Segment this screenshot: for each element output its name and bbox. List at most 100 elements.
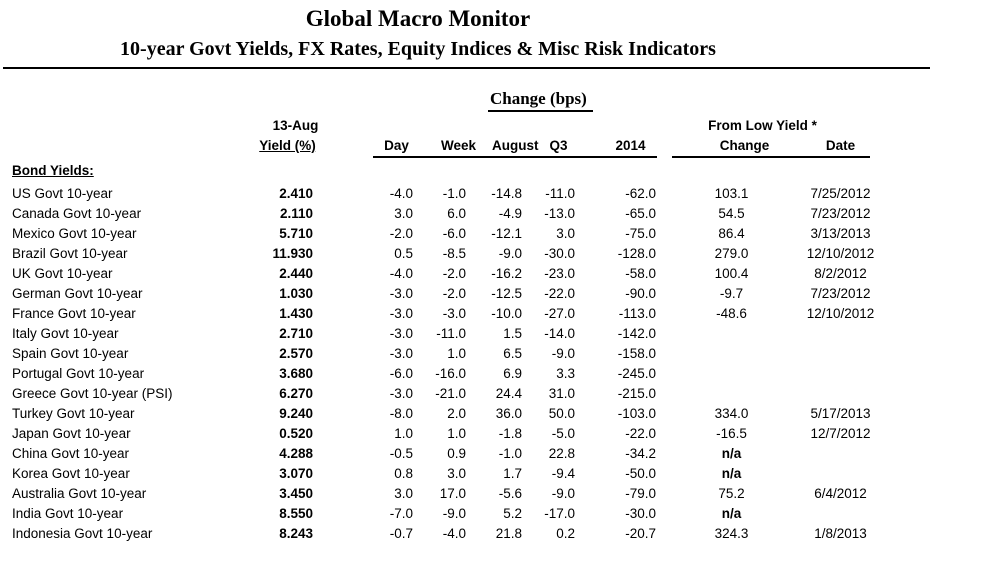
cell-week: -16.0 [435,365,466,381]
cell-gap [325,463,370,483]
cell-day: -6.0 [389,365,413,381]
table-row: Turkey Govt 10-year 9.240 -8.0 2.0 36.0 50.0 -… [0,403,890,423]
cell-gap [660,383,672,403]
table-row: Korea Govt 10-year 3.070 0.8 3.0 1.7 -9.4 -50.… [0,463,890,483]
cell-week: 6.0 [447,205,466,221]
cell-day: -3.0 [389,345,413,361]
cell-low-change: 75.2 [718,485,745,501]
cell-2014: -142.0 [617,325,656,341]
cell-q3: -17.0 [544,505,575,521]
cell-q3: -13.0 [544,205,575,221]
cell-name: Italy Govt 10-year [12,325,119,341]
cell-august: 1.5 [503,325,522,341]
title-divider [3,67,930,69]
cell-week: -6.0 [442,225,466,241]
cell-yield: 2.110 [279,205,313,221]
cell-name: US Govt 10-year [12,185,113,201]
cell-august: 21.8 [495,525,522,541]
cell-low-date: 12/10/2012 [806,245,875,261]
cell-gap [325,423,370,443]
cell-low-date: 6/4/2012 [814,485,867,501]
cell-yield: 3.450 [279,485,313,501]
cell-low-change: 100.4 [714,265,749,281]
cell-q3: -30.0 [544,245,575,261]
change-bps-heading: Change (bps) [488,89,593,112]
cell-2014: -58.0 [625,265,656,281]
cell-gap [660,263,672,283]
cell-low-date: 5/17/2013 [810,405,871,421]
cell-gap [325,483,370,503]
table-row: Indonesia Govt 10-year 8.243 -0.7 -4.0 21.8 0… [0,523,890,543]
cell-name: Brazil Govt 10-year [12,245,128,261]
cell-gap [325,183,370,203]
cell-low-date [791,463,890,483]
section-row: Bond Yields: [0,157,890,183]
cell-gap [325,223,370,243]
table-row: Portugal Govt 10-year 3.680 -6.0 -16.0 6.9 3.… [0,363,890,383]
cell-august: -12.5 [491,285,522,301]
cell-gap [325,343,370,363]
cell-2014: -30.0 [625,505,656,521]
cell-yield: 2.570 [279,345,313,361]
cell-gap [660,443,672,463]
report-title: Global Macro Monitor [305,6,531,31]
cell-gap [325,323,370,343]
cell-gap [325,403,370,423]
cell-week: -3.0 [442,305,466,321]
cell-2014: -65.0 [625,205,656,221]
cell-2014: -90.0 [625,285,656,301]
cell-q3: -5.0 [551,425,575,441]
cell-low-date: 7/25/2012 [810,185,871,201]
cell-day: -4.0 [389,185,413,201]
cell-2014: -79.0 [625,485,656,501]
cell-gap [660,223,672,243]
cell-low-change: -16.5 [716,425,747,441]
cell-week: 17.0 [439,485,466,501]
cell-august: 6.9 [503,365,522,381]
cell-week: -11.0 [436,325,466,341]
cell-august: -14.8 [491,185,522,201]
cell-low-change: n/a [721,465,742,481]
cell-low-date: 7/23/2012 [810,285,871,301]
cell-day: -7.0 [389,505,413,521]
cell-2014: -215.0 [617,385,656,401]
cell-name: German Govt 10-year [12,285,143,301]
cell-2014: -113.0 [618,305,656,321]
cell-gap [325,503,370,523]
cell-gap [660,203,672,223]
col-header-week: Week [441,138,477,153]
cell-august: 6.5 [503,345,522,361]
cell-gap [325,203,370,223]
cell-2014: -62.0 [625,185,656,201]
cell-q3: -9.4 [551,465,575,481]
cell-gap [660,323,672,343]
table-row: Japan Govt 10-year 0.520 1.0 1.0 -1.8 -5.0 -22… [0,423,890,443]
cell-gap [660,243,672,263]
cell-gap [325,443,370,463]
table-row: US Govt 10-year 2.410 -4.0 -1.0 -14.8 -11.0 -6… [0,183,890,203]
cell-august: -5.6 [498,485,522,501]
cell-week: -2.0 [442,285,466,301]
table-row: Canada Govt 10-year 2.110 3.0 6.0 -4.9 -13.0 -… [0,203,890,223]
cell-q3: 0.2 [556,525,575,541]
col-header-low-date: Date [825,138,856,153]
cell-august: -1.8 [498,425,522,441]
cell-day: -3.0 [389,385,413,401]
cell-name: Portugal Govt 10-year [12,365,145,381]
cell-august: -16.2 [491,265,522,281]
cell-2014: -158.0 [617,345,656,361]
cell-name: Spain Govt 10-year [12,345,129,361]
cell-low-change: -48.6 [716,305,747,321]
cell-august: -9.0 [498,245,522,261]
cell-gap [325,283,370,303]
cell-yield: 0.520 [279,425,313,441]
table-row: Australia Govt 10-year 3.450 3.0 17.0 -5.6 -9… [0,483,890,503]
cell-q3: 3.3 [556,365,575,381]
cell-2014: -103.0 [617,405,656,421]
cell-week: -2.0 [442,265,466,281]
cell-name: Turkey Govt 10-year [12,405,135,421]
cell-gap [325,523,370,543]
cell-day: 3.0 [394,485,413,501]
cell-week: 1.0 [447,425,466,441]
